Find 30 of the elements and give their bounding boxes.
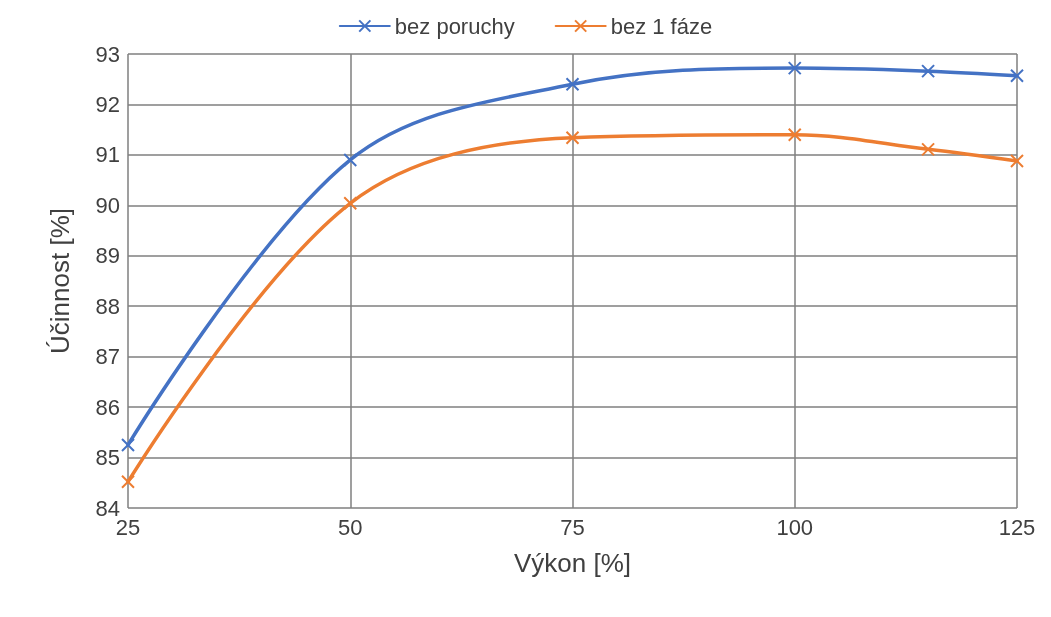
point (921, 142, 936, 157)
x-tick-label: 125 (998, 514, 1036, 540)
point (1010, 153, 1024, 168)
x-tick-label: 100 (776, 514, 814, 540)
y-tick-label: 87 (95, 344, 120, 370)
point (921, 64, 936, 79)
y-tick-label: 84 (95, 495, 120, 521)
point (121, 474, 135, 489)
y-tick-label: 92 (95, 91, 120, 117)
point (343, 152, 358, 167)
x-tick-label: 75 (560, 514, 585, 540)
point (565, 130, 580, 145)
point (1010, 68, 1024, 83)
point (787, 61, 802, 76)
y-tick-label: 88 (95, 293, 120, 319)
y-tick-label: 89 (95, 243, 120, 269)
y-tick-label: 93 (95, 41, 120, 67)
point (787, 127, 802, 142)
y-tick-label: 90 (95, 192, 120, 218)
point (343, 196, 358, 211)
x-axis-title: Výkon [%] (513, 548, 632, 578)
y-tick-label: 86 (95, 394, 120, 420)
legend-label: bez 1 fáze (610, 13, 713, 39)
y-tick-label: 91 (95, 142, 120, 168)
legend-label: bez poruchy (394, 13, 515, 39)
y-axis-title: Účinnost [%] (45, 208, 75, 354)
point (121, 437, 135, 452)
x-tick-label: 50 (338, 514, 363, 540)
y-tick-label: 85 (95, 445, 120, 471)
point (565, 77, 580, 92)
